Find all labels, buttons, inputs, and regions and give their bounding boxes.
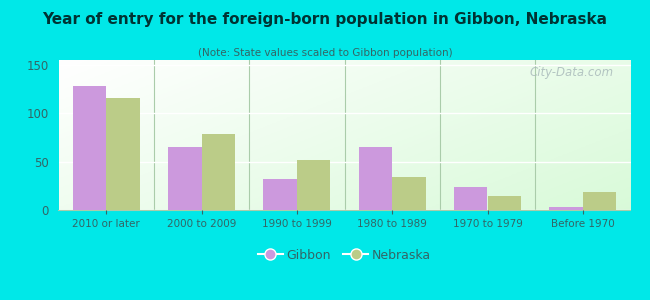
- Bar: [359, 147, 392, 210]
- Bar: [549, 207, 583, 210]
- Bar: [263, 179, 297, 210]
- Bar: [583, 192, 616, 210]
- Bar: [202, 134, 235, 210]
- Legend: Gibbon, Nebraska: Gibbon, Nebraska: [253, 244, 436, 267]
- Text: (Note: State values scaled to Gibbon population): (Note: State values scaled to Gibbon pop…: [198, 48, 452, 58]
- Bar: [297, 160, 330, 210]
- Bar: [106, 98, 140, 210]
- Text: City-Data.com: City-Data.com: [529, 66, 614, 79]
- Bar: [168, 147, 202, 210]
- Bar: [392, 177, 426, 210]
- Bar: [73, 86, 106, 210]
- Bar: [488, 196, 521, 210]
- Bar: [454, 187, 488, 210]
- Text: Year of entry for the foreign-born population in Gibbon, Nebraska: Year of entry for the foreign-born popul…: [42, 12, 608, 27]
